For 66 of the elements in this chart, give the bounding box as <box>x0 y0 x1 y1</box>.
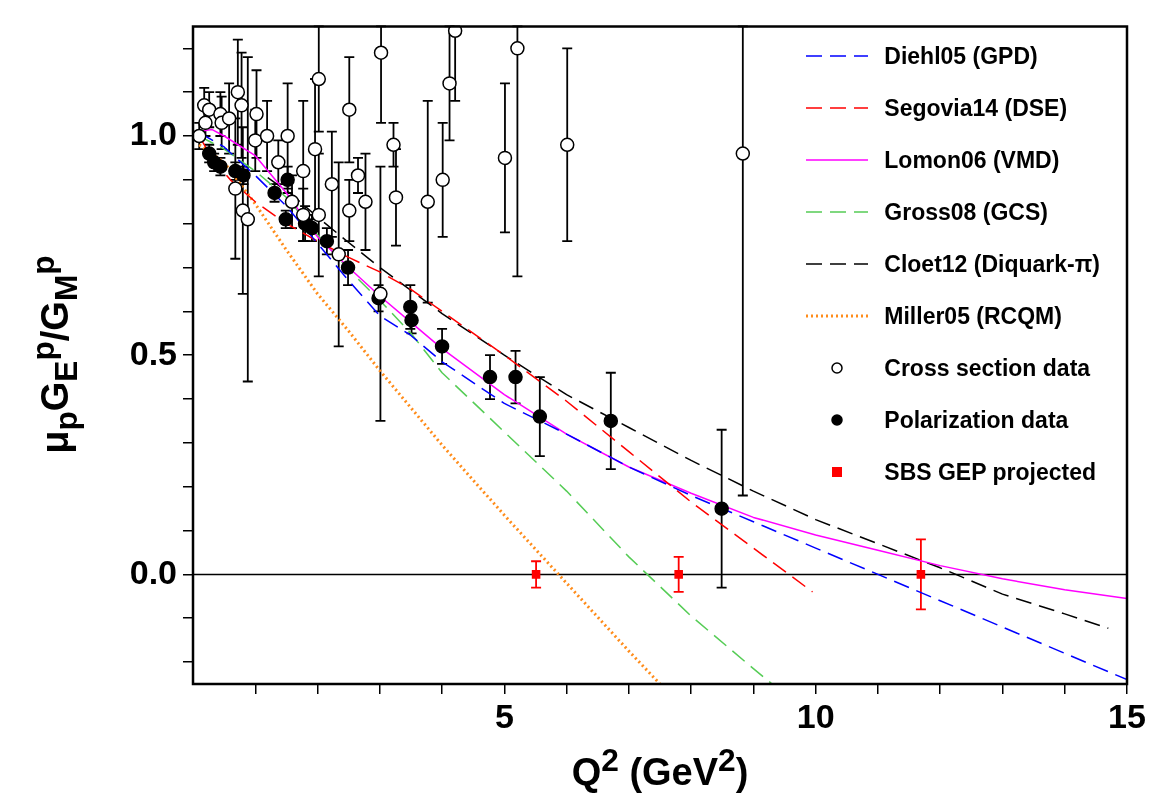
point <box>331 247 346 262</box>
point <box>510 41 525 56</box>
point <box>234 98 249 113</box>
point <box>482 369 498 385</box>
point <box>497 150 513 166</box>
point <box>271 155 286 170</box>
point <box>508 369 523 385</box>
legend-label: Diehl05 (GPD) <box>884 42 1038 70</box>
point <box>559 137 575 153</box>
legend-label: Cloet12 (Diquark-π) <box>884 250 1100 278</box>
legend-label: SBS GEP projected <box>884 458 1097 486</box>
point <box>435 172 450 188</box>
point <box>603 413 619 429</box>
point <box>916 570 926 579</box>
point <box>311 207 327 223</box>
point <box>319 233 335 249</box>
legend-label: Miller05 (RCQM) <box>884 302 1062 330</box>
point <box>248 133 263 148</box>
point <box>249 106 264 122</box>
y-tick-label: 0.0 <box>129 552 177 591</box>
point <box>342 102 357 117</box>
point <box>342 203 357 218</box>
point <box>324 176 340 192</box>
point <box>532 409 548 424</box>
y-tick-label: 0.5 <box>129 333 177 372</box>
point <box>386 137 401 153</box>
legend-label: Cross section data <box>884 354 1091 382</box>
point <box>388 190 404 205</box>
point <box>447 26 463 39</box>
point <box>420 194 435 210</box>
legend-label: Gross08 (GCS) <box>884 198 1048 226</box>
point <box>311 71 327 87</box>
y-tick-label: 1.0 <box>129 114 177 153</box>
point <box>358 194 373 210</box>
point <box>284 194 300 210</box>
point <box>350 168 366 183</box>
x-tick-label: 15 <box>1108 696 1146 735</box>
point <box>201 102 217 117</box>
point <box>735 146 751 161</box>
point <box>280 172 295 188</box>
legend-label: Polarization data <box>884 406 1069 434</box>
point <box>259 128 275 144</box>
point <box>403 299 418 315</box>
point <box>714 501 729 516</box>
point <box>434 339 450 354</box>
x-axis-title: Q$^{2}$ (GeV$^{2}$) <box>570 742 750 794</box>
x-tick-label: 5 <box>494 696 514 735</box>
point <box>531 570 541 579</box>
point <box>373 286 388 302</box>
point <box>404 312 419 328</box>
x-tick-label: 10 <box>796 696 835 735</box>
point <box>228 181 243 196</box>
point <box>295 207 311 223</box>
point <box>307 141 323 157</box>
point <box>373 45 389 60</box>
point <box>240 212 256 227</box>
point <box>295 163 311 179</box>
point <box>304 220 320 236</box>
legend-label: Lomon06 (VMD) <box>884 146 1060 174</box>
point <box>280 128 295 144</box>
legend-label: Segovia14 (DSE) <box>884 94 1068 122</box>
point <box>221 111 237 126</box>
point <box>442 76 457 91</box>
point <box>674 570 683 579</box>
point <box>340 260 356 275</box>
point <box>230 84 246 100</box>
